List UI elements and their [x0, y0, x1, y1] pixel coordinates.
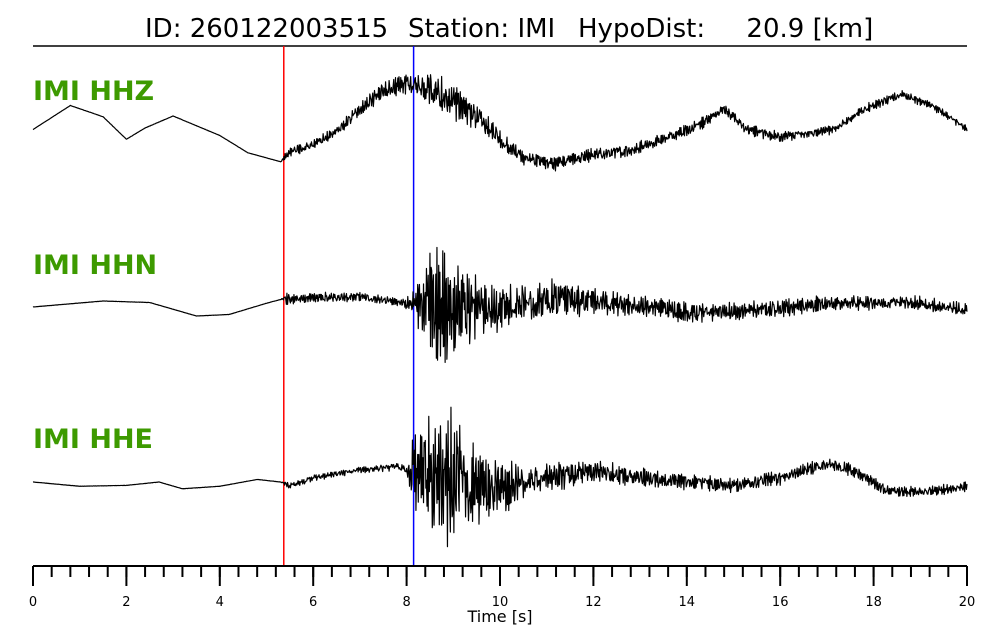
x-tick-label: 4	[216, 595, 224, 610]
trace-label-hhz: IMI HHZ	[33, 76, 154, 107]
x-axis-title: Time [s]	[466, 607, 532, 626]
phase-picks	[283, 46, 415, 566]
x-tick-label: 10	[492, 595, 509, 610]
x-tick-label: 2	[122, 595, 130, 610]
x-tick-label: 12	[585, 595, 602, 610]
x-tick-label: 14	[679, 595, 696, 610]
waveform-traces	[32, 74, 968, 548]
trace-label-hhe: IMI HHE	[33, 424, 153, 455]
figure-title: ID: 260122003515 Station: IMI HypoDist: …	[145, 14, 873, 44]
x-tick-label: 8	[402, 595, 410, 610]
x-tick-label: 16	[772, 595, 789, 610]
hypodist-text: HypoDist: 20.9 [km]	[578, 14, 873, 44]
x-axis-ticks	[32, 566, 968, 586]
x-tick-label: 0	[29, 595, 37, 610]
x-tick-label: 6	[309, 595, 317, 610]
x-tick-label: 18	[865, 595, 882, 610]
station-text: Station: IMI	[408, 14, 555, 44]
trace-labels: IMI HHZ IMI HHN IMI HHE	[33, 76, 157, 455]
x-axis: 0 2 4 6 8 10 12 14 16 18 20 Time [s]	[29, 565, 975, 626]
x-axis-tick-labels: 0 2 4 6 8 10 12 14 16 18 20	[29, 595, 975, 610]
trace-hhz	[32, 74, 968, 172]
trace-label-hhn: IMI HHN	[33, 250, 157, 281]
event-id-text: ID: 260122003515	[145, 14, 388, 44]
trace-hhe	[32, 406, 968, 548]
x-tick-label: 20	[959, 595, 976, 610]
trace-hhn	[32, 246, 968, 363]
